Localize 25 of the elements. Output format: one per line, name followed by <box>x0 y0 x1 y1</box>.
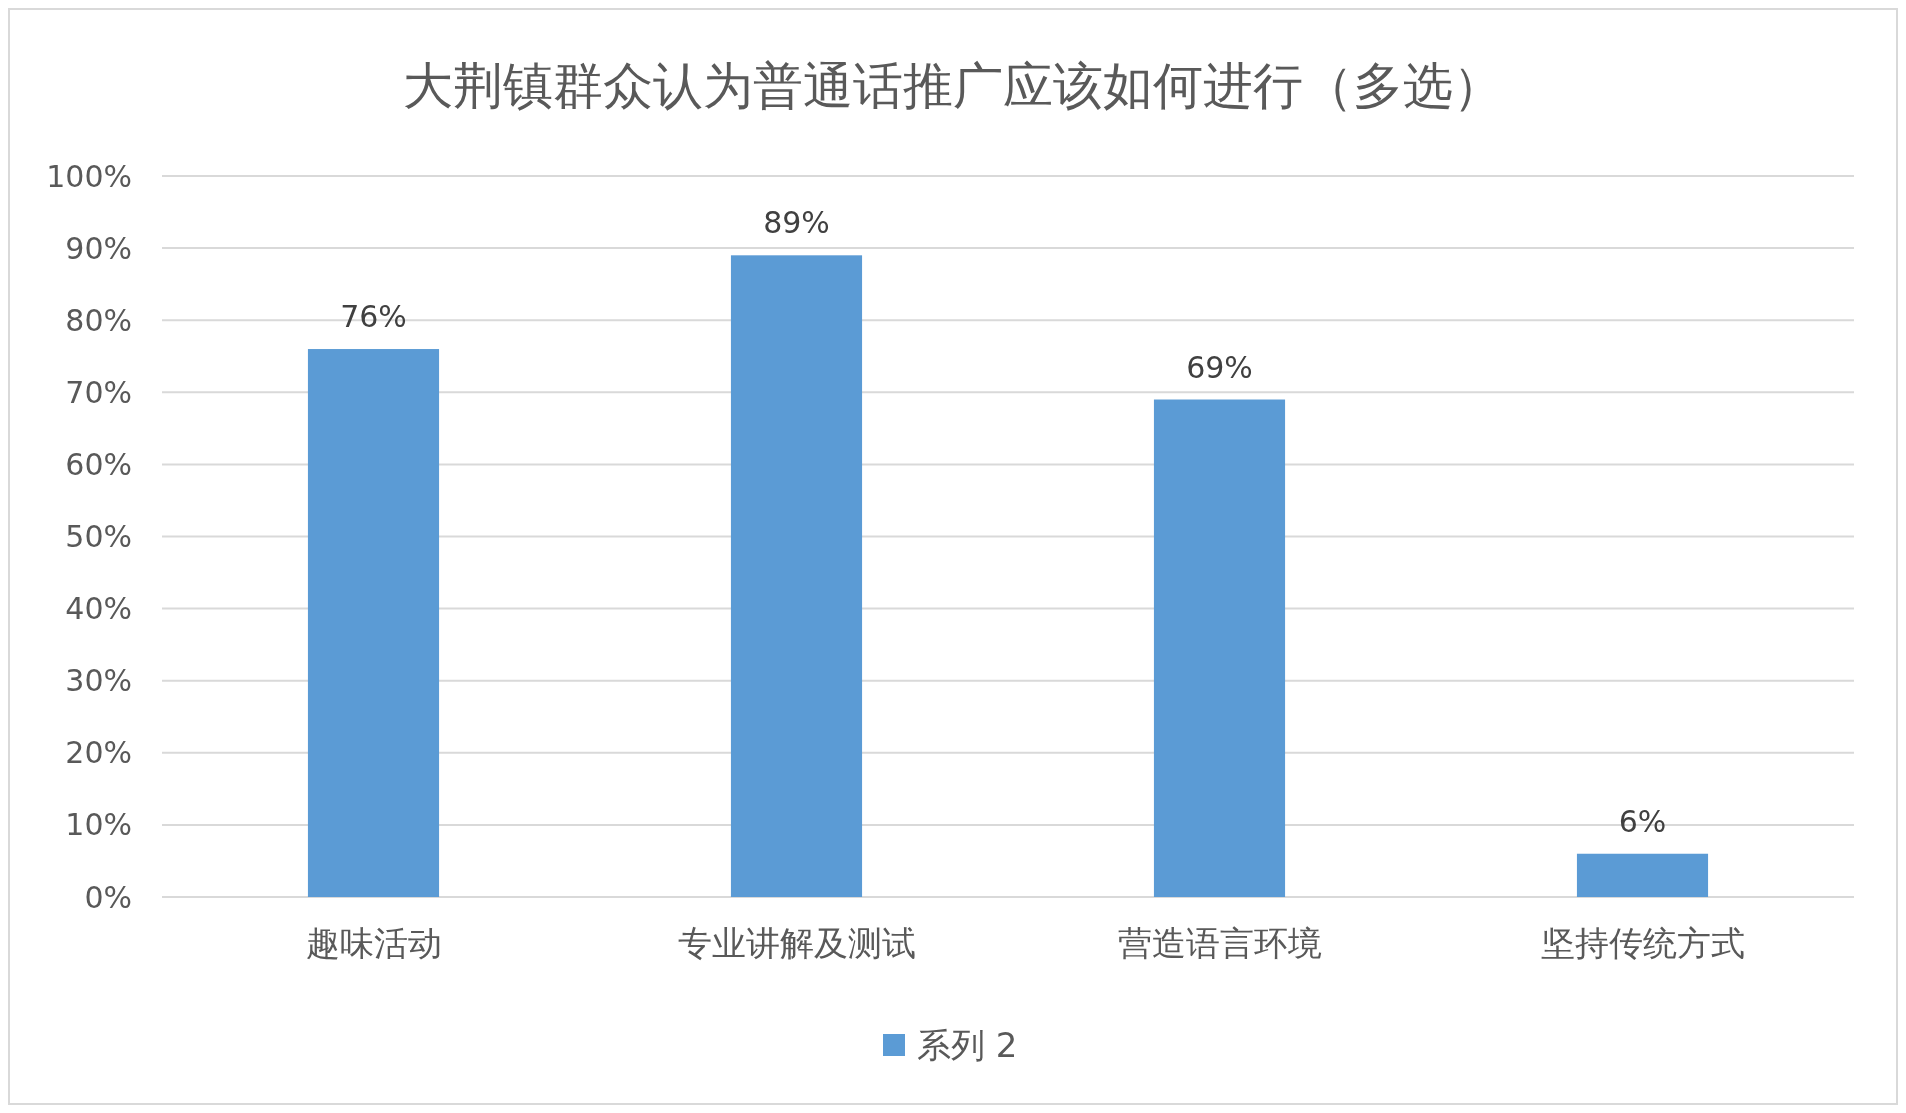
y-tick-label: 10% <box>65 807 132 843</box>
bar <box>1576 853 1709 897</box>
x-tick-label: 专业讲解及测试 <box>677 923 916 963</box>
x-tick-label: 坚持传统方式 <box>1540 923 1745 963</box>
x-tick-label: 营造语言环境 <box>1117 923 1322 963</box>
data-label: 69% <box>1186 349 1253 385</box>
bar <box>730 255 863 897</box>
y-tick-label: 0% <box>84 879 132 915</box>
data-label: 76% <box>340 299 407 335</box>
y-tick-label: 50% <box>65 519 132 554</box>
x-tick-label: 趣味活动 <box>305 923 442 963</box>
y-tick-label: 40% <box>65 591 132 627</box>
bar <box>307 349 440 897</box>
data-label: 89% <box>763 205 830 241</box>
chart-title: 大荆镇群众认为普通话推广应该如何进行（多选） <box>403 57 1503 115</box>
y-tick-label: 60% <box>65 446 132 482</box>
y-tick-label: 100% <box>46 158 132 194</box>
y-tick-label: 90% <box>65 230 132 266</box>
y-tick-label: 70% <box>65 374 132 410</box>
y-tick-label: 20% <box>65 735 132 771</box>
y-tick-label: 80% <box>65 302 132 338</box>
data-label: 6% <box>1618 803 1667 839</box>
y-tick-label: 30% <box>65 663 132 699</box>
legend-label: 系列 2 <box>917 1024 1018 1065</box>
bar <box>1153 399 1286 897</box>
